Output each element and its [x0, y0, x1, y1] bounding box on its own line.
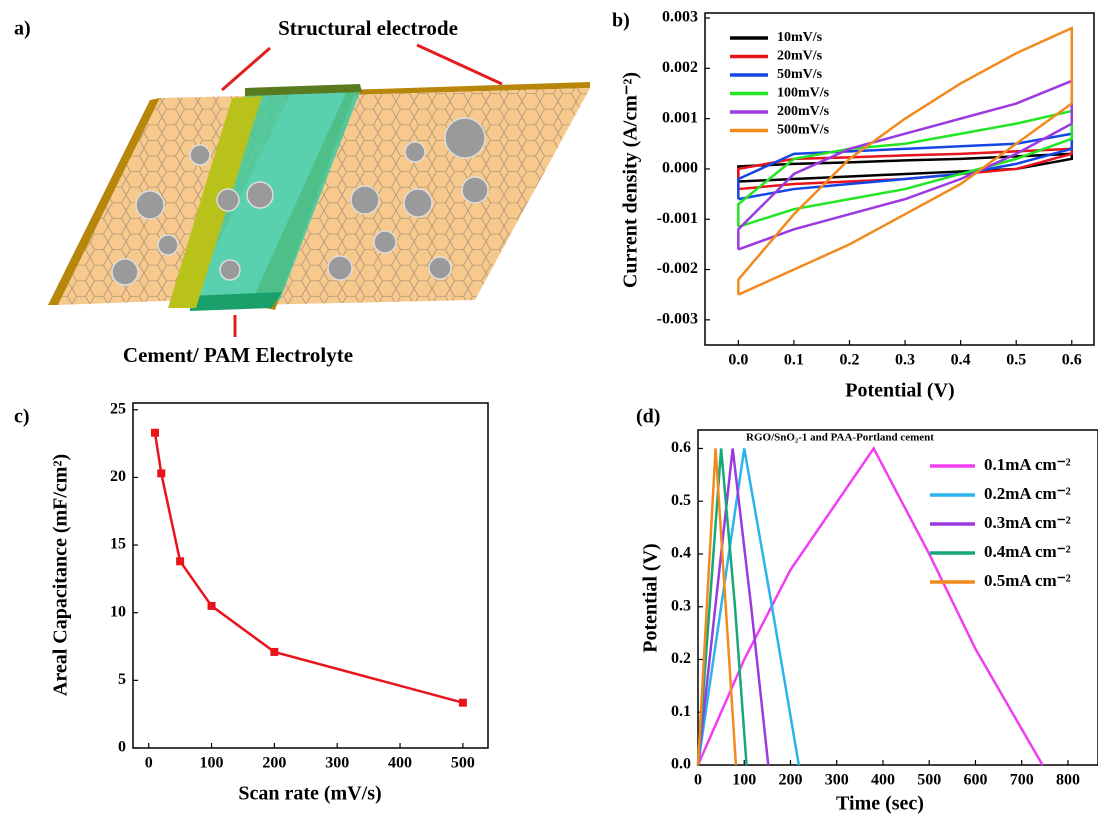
legend-label: 0.1mA cm⁻²	[984, 455, 1071, 474]
plot-frame	[697, 429, 1098, 766]
series-line	[696, 448, 738, 766]
y-tick-label: 15	[110, 536, 126, 553]
series-line	[696, 446, 1044, 766]
series-line	[737, 26, 1074, 296]
diagram-label: Structural electrode	[278, 16, 458, 40]
legend-label: 0.5mA cm⁻²	[984, 571, 1071, 590]
electrolyte-top	[245, 84, 362, 96]
electrolyte-bottom	[190, 292, 282, 311]
marker	[270, 647, 279, 656]
panel-label: (d)	[636, 406, 660, 428]
legend-label: 100mV/s	[777, 86, 830, 101]
x-tick-label: 200	[262, 755, 286, 772]
y-axis-title: Areal Capacitance (mF/cm²)	[50, 454, 72, 696]
y-tick-label: 0.0	[671, 756, 691, 773]
x-tick-label: 400	[871, 772, 895, 789]
x-tick-label: 0.4	[951, 352, 971, 369]
legend-label: 20mV/s	[777, 49, 823, 64]
marker	[157, 469, 166, 478]
panel-label: c)	[14, 406, 30, 428]
legend-label: 0.4mA cm⁻²	[984, 542, 1071, 561]
y-tick-label: 0.003	[662, 9, 698, 26]
y-tick-label: 0.5	[671, 492, 691, 509]
x-tick-label: 500	[917, 772, 941, 789]
x-tick-label: 0.2	[839, 352, 859, 369]
diagram: a) Structural electrode Cement/ PAM Elec…	[14, 16, 590, 367]
y-tick-label: 20	[110, 468, 126, 485]
x-tick-label: 0	[694, 772, 702, 789]
y-tick-label: 10	[110, 603, 126, 620]
panel-label: a)	[14, 18, 31, 40]
x-tick-label: 100	[732, 772, 756, 789]
panel-label: b)	[612, 10, 630, 32]
series-line	[696, 448, 748, 766]
y-tick-label: 0	[118, 739, 126, 756]
legend-label: 500mV/s	[777, 123, 830, 138]
electrolyte-face	[168, 96, 262, 308]
y-axis-title: Potential (V)	[640, 543, 662, 652]
series-line	[153, 432, 464, 704]
x-tick-label: 0.1	[784, 352, 804, 369]
electrode-edge	[345, 82, 590, 95]
y-tick-label: 0.6	[671, 439, 691, 456]
diagram-label: Cement/ PAM Electrolyte	[123, 343, 353, 367]
x-tick-label: 300	[325, 755, 349, 772]
y-tick-label: -0.001	[657, 210, 698, 227]
marker	[176, 557, 185, 566]
x-tick-label: 600	[963, 772, 987, 789]
legend-label: 50mV/s	[777, 67, 823, 82]
electrode-edge	[48, 98, 160, 305]
legend-label: 0.2mA cm⁻²	[984, 484, 1071, 503]
x-tick-label: 500	[451, 755, 475, 772]
y-tick-label: 0.4	[671, 545, 691, 562]
y-axis-title: Current density (A/cm⁻²)	[620, 72, 642, 288]
series-line	[696, 448, 770, 766]
plot-frame	[132, 402, 489, 749]
pointer	[221, 46, 271, 92]
x-tick-label: 800	[1056, 772, 1080, 789]
x-tick-label: 0	[145, 755, 153, 772]
x-axis-title: Scan rate (mV/s)	[238, 783, 381, 805]
y-tick-label: 0.2	[671, 650, 691, 667]
x-tick-label: 0.6	[1062, 352, 1082, 369]
pointer	[416, 43, 503, 86]
y-tick-label: -0.003	[657, 311, 698, 328]
x-tick-label: 100	[200, 755, 224, 772]
x-tick-label: 700	[1010, 772, 1034, 789]
legend-label: 0.3mA cm⁻²	[984, 513, 1071, 532]
y-tick-label: 0.3	[671, 597, 691, 614]
series-line	[696, 448, 801, 766]
y-tick-label: -0.002	[657, 260, 698, 277]
y-tick-label: 0.001	[662, 109, 698, 126]
x-tick-label: 200	[778, 772, 802, 789]
x-tick-label: 300	[825, 772, 849, 789]
legend-label: 10mV/s	[777, 30, 823, 45]
x-axis-title: Time (sec)	[836, 793, 924, 815]
x-tick-label: 400	[388, 755, 412, 772]
y-tick-label: 0.000	[662, 160, 698, 177]
y-tick-label: 0.1	[671, 703, 691, 720]
marker	[207, 601, 216, 610]
plot-frame	[704, 12, 1095, 346]
y-tick-label: 0.002	[662, 59, 698, 76]
x-tick-label: 0.3	[895, 352, 915, 369]
x-tick-label: 0.0	[728, 352, 748, 369]
y-tick-label: 25	[110, 400, 126, 417]
legend-label: 200mV/s	[777, 104, 830, 119]
y-tick-label: 5	[118, 671, 126, 688]
x-axis-title: Potential (V)	[845, 380, 954, 402]
nanoparticles	[111, 117, 489, 286]
marker	[150, 428, 159, 437]
annotation: RGO/SnO₂-1 and PAA-Portland cement	[746, 432, 934, 444]
x-tick-label: 0.5	[1006, 352, 1026, 369]
marker	[458, 698, 467, 707]
